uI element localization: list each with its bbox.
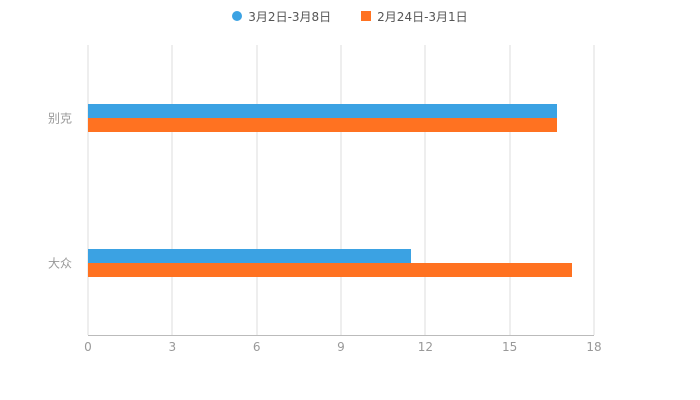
gridline [593,45,595,335]
x-tick-label: 9 [337,340,345,354]
x-tick-label: 12 [417,340,433,354]
x-tick-label: 6 [252,340,261,354]
legend-item-series1[interactable]: 2月24日-3月1日 [361,8,468,25]
y-category-label: 别克 [47,111,72,125]
gridline [171,45,173,335]
x-tick-label: 3 [168,340,177,354]
bar-series0-cat1 [88,248,412,263]
y-axis-category-labels: 别克 大众 [0,45,80,335]
x-tick-label: 15 [502,340,518,354]
legend-square-marker-icon [361,11,372,21]
legend-label-series1: 2月24日-3月1日 [377,9,468,24]
y-category-label: 大众 [47,256,72,270]
legend-item-series0[interactable]: 3月2日-3月8日 [232,8,331,25]
bar-series1-cat0 [88,117,558,132]
legend-circle-marker-icon [232,11,243,21]
plot-area [87,45,595,336]
x-tick-label: 18 [586,340,602,354]
gridline [424,45,426,335]
gridline [87,45,89,335]
x-axis-tick-labels: 0 3 6 9 12 15 18 [84,340,601,356]
gridline [340,45,342,335]
legend-label-series0: 3月2日-3月8日 [248,9,332,24]
x-tick-label: 0 [84,340,92,354]
bar-series1-cat1 [88,262,572,277]
legend: 3月2日-3月8日 2月24日-3月1日 [0,8,700,24]
gridline [509,45,511,335]
gridline [256,45,258,335]
bar-series0-cat0 [88,103,558,118]
